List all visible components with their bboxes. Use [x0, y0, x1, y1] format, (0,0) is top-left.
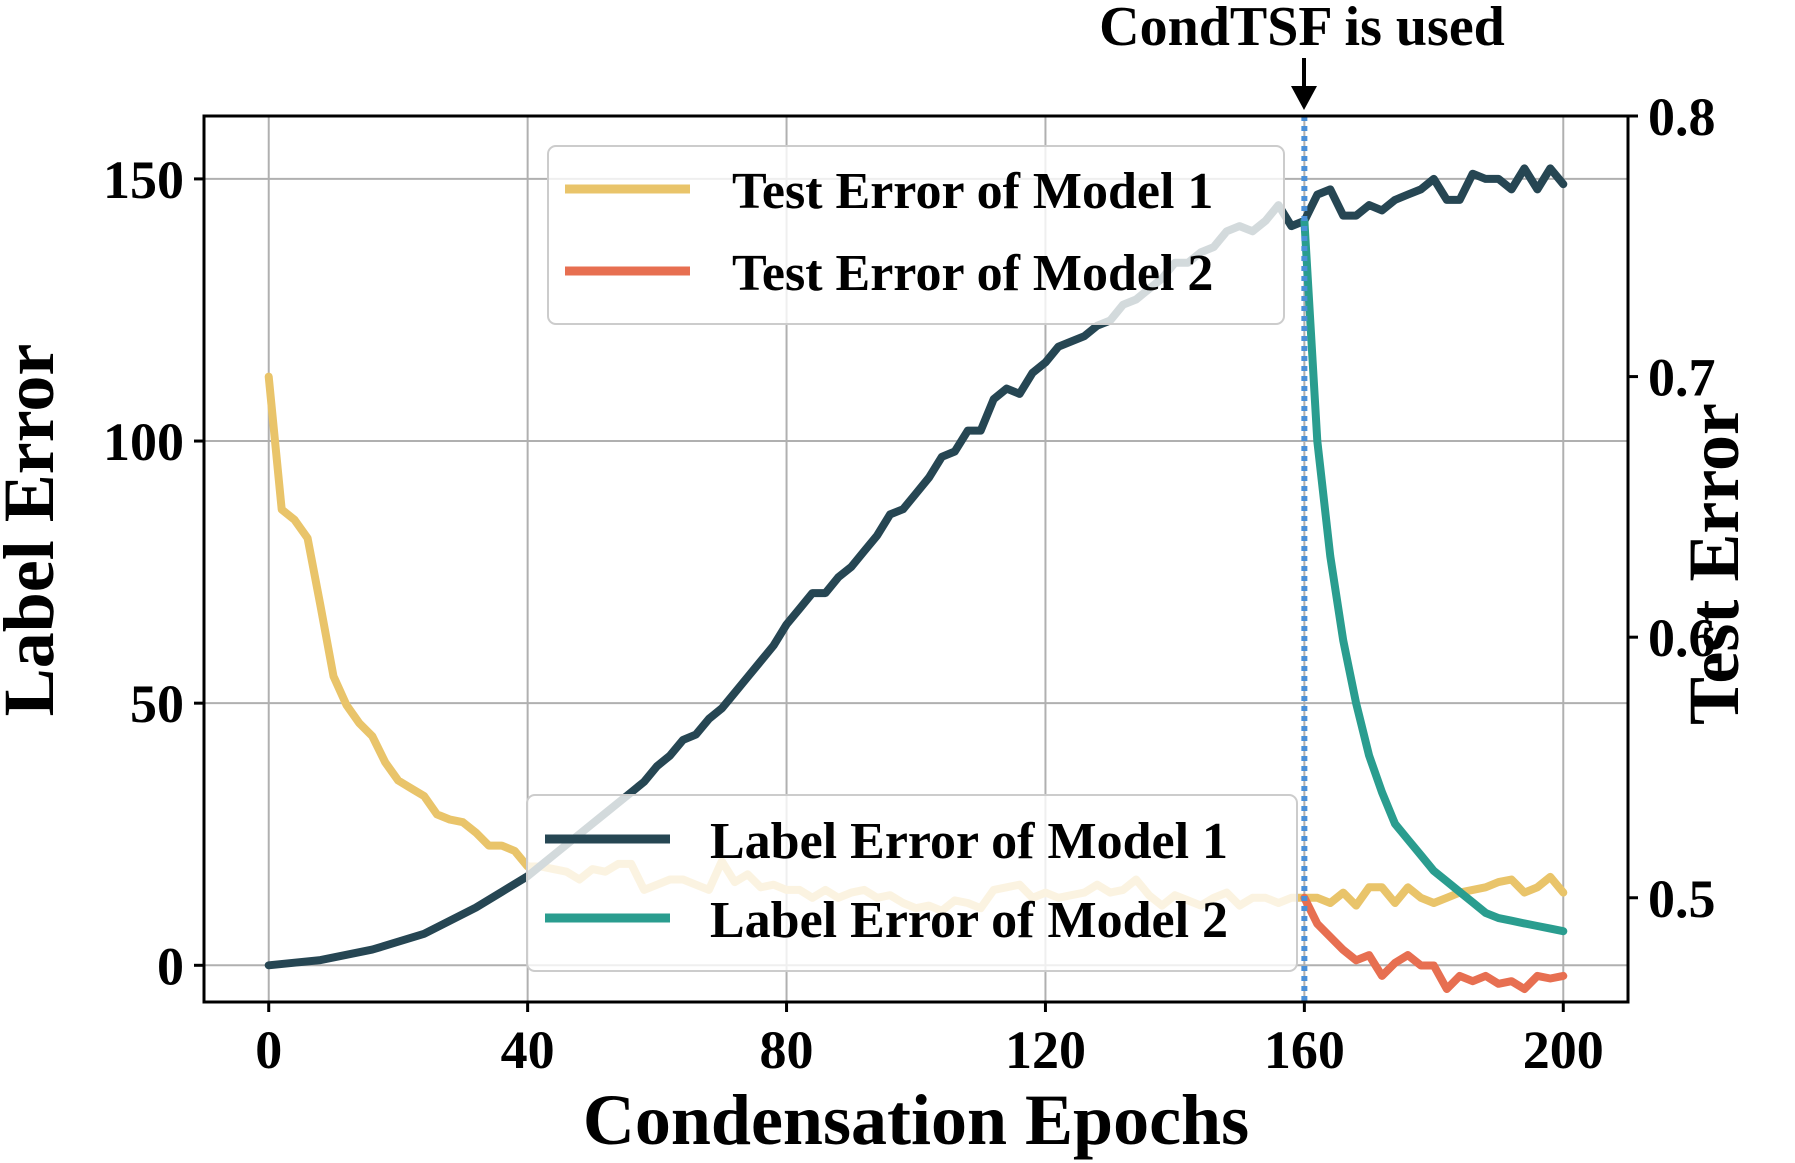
- series-line-label-error-of-model-1: [264, 164, 1568, 970]
- annotation-arrow-icon: [1291, 86, 1317, 110]
- legend-label-test-error-model-2: Test Error of Model 2: [732, 245, 1213, 302]
- plot-frame: [202, 114, 1630, 1004]
- legend-label-label-error-model-2: Label Error of Model 2: [710, 892, 1228, 949]
- legend-test-error-box: [547, 145, 1285, 325]
- x-tick-label: 40: [501, 1020, 555, 1080]
- legend-label-test-error-model-1: Test Error of Model 1: [732, 163, 1213, 220]
- y-right-tick-label: 0.8: [1648, 87, 1716, 147]
- legend-test-error: Test Error of Model 1 Test Error of Mode…: [547, 145, 1285, 325]
- series-line-label-error-of-model-2: [1300, 216, 1568, 936]
- x-tick-label: 160: [1264, 1020, 1345, 1080]
- legend-label-error: Label Error of Model 1 Label Error of Mo…: [526, 794, 1298, 972]
- y-left-tick-label: 0: [157, 936, 184, 996]
- y-left-tick-label: 50: [130, 674, 184, 734]
- legend-label-error-box: [526, 794, 1298, 972]
- y-left-tick-label: 150: [103, 150, 184, 210]
- x-tick-label: 120: [1005, 1020, 1086, 1080]
- legend-label-label-error-model-1: Label Error of Model 1: [710, 813, 1228, 870]
- x-axis-title: Condensation Epochs: [583, 1080, 1249, 1160]
- x-tick-label: 0: [255, 1020, 282, 1080]
- x-tick-label: 200: [1523, 1020, 1604, 1080]
- y-right-tick-label: 0.7: [1648, 348, 1716, 408]
- y-left-tick-label: 100: [103, 412, 184, 472]
- x-tick-label: 80: [760, 1020, 814, 1080]
- ticks: 0 40 80 120 160 200 0 50 100 150 0.5 0.6 0.7 0.8: [103, 87, 1716, 1080]
- series-layer: [264, 164, 1568, 993]
- y-right-tick-label: 0.6: [1648, 608, 1716, 668]
- series-line-test-error-of-model-2: [1300, 893, 1568, 993]
- y-axis-title-left: Label Error: [0, 344, 69, 717]
- condtsf-annotation: CondTSF is used: [1099, 0, 1505, 58]
- y-axis-title-right: Test Error: [1674, 403, 1754, 725]
- y-right-tick-label: 0.5: [1648, 869, 1716, 929]
